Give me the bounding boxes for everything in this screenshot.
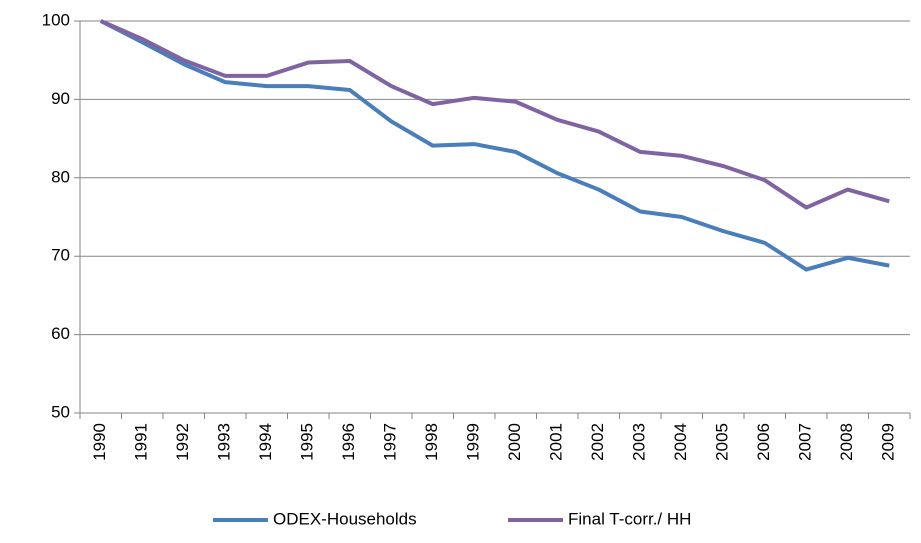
x-tick-label: 2000: [505, 423, 524, 461]
x-tick-label: 1995: [298, 423, 317, 461]
x-tick-label: 1996: [339, 423, 358, 461]
series-line: [99, 19, 890, 210]
x-tick-label: 2003: [630, 423, 649, 461]
x-tick-label: 1994: [256, 423, 275, 461]
x-tick-label: 2001: [547, 423, 566, 461]
x-tick-label: 1992: [173, 423, 192, 461]
x-tick-label: 2009: [879, 423, 898, 461]
x-tick-label: 1999: [464, 423, 483, 461]
x-tick-label: 1991: [132, 423, 151, 461]
y-tick-label: 90: [51, 89, 70, 108]
x-tick-label: 2007: [796, 423, 815, 461]
x-tick-label: 1998: [422, 423, 441, 461]
x-tick-label: 2006: [754, 423, 773, 461]
x-tick-label: 1990: [90, 423, 109, 461]
x-tick-label: 2005: [713, 423, 732, 461]
y-tick-label: 100: [42, 10, 70, 29]
x-tick-label: 2004: [671, 423, 690, 461]
x-tick-label: 2008: [837, 423, 856, 461]
x-tick-label: 2002: [588, 423, 607, 461]
x-tick-label: 1993: [215, 423, 234, 461]
legend-label: Final T-corr./ HH: [568, 509, 691, 528]
y-tick-label: 70: [51, 246, 70, 265]
y-tick-label: 50: [51, 402, 70, 421]
x-tick-label: 1997: [381, 423, 400, 461]
y-tick-label: 60: [51, 324, 70, 343]
series-line: [99, 19, 890, 272]
y-tick-label: 80: [51, 167, 70, 186]
legend-label: ODEX-Households: [273, 509, 417, 528]
